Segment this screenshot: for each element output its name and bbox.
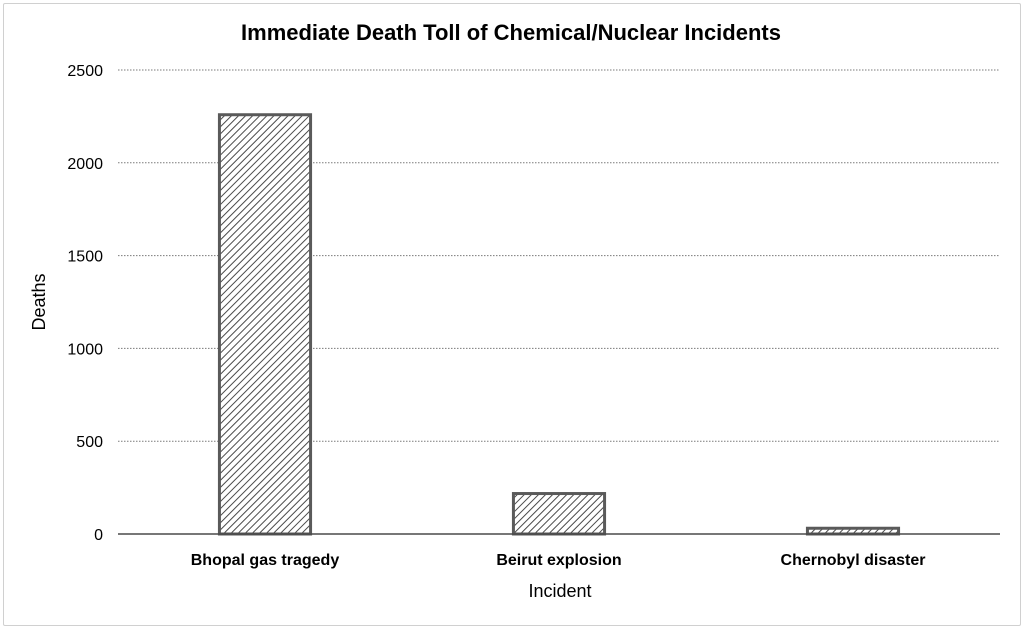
x-axis-ticks: Bhopal gas tragedy Beirut explosion Cherno…	[191, 552, 926, 569]
x-axis-label: Incident	[528, 581, 591, 601]
bar-chernobyl-disaster	[805, 526, 901, 536]
y-axis-label: Deaths	[29, 273, 49, 330]
bars	[217, 113, 901, 536]
x-tick-label: Bhopal gas tragedy	[191, 552, 340, 569]
bar-bhopal-gas-tragedy	[217, 113, 313, 536]
y-tick-label: 1000	[67, 341, 103, 358]
y-axis-ticks: 0 500 1000 1500 2000 2500	[67, 63, 103, 544]
y-tick-label: 2000	[67, 156, 103, 173]
chart-title: Immediate Death Toll of Chemical/Nuclear…	[241, 20, 781, 45]
y-tick-label: 2500	[67, 63, 103, 80]
y-tick-label: 1500	[67, 249, 103, 266]
x-tick-label: Chernobyl disaster	[781, 552, 926, 569]
y-tick-label: 0	[94, 527, 103, 544]
y-tick-label: 500	[76, 434, 103, 451]
x-tick-label: Beirut explosion	[496, 552, 621, 569]
bar-beirut-explosion	[511, 492, 607, 536]
